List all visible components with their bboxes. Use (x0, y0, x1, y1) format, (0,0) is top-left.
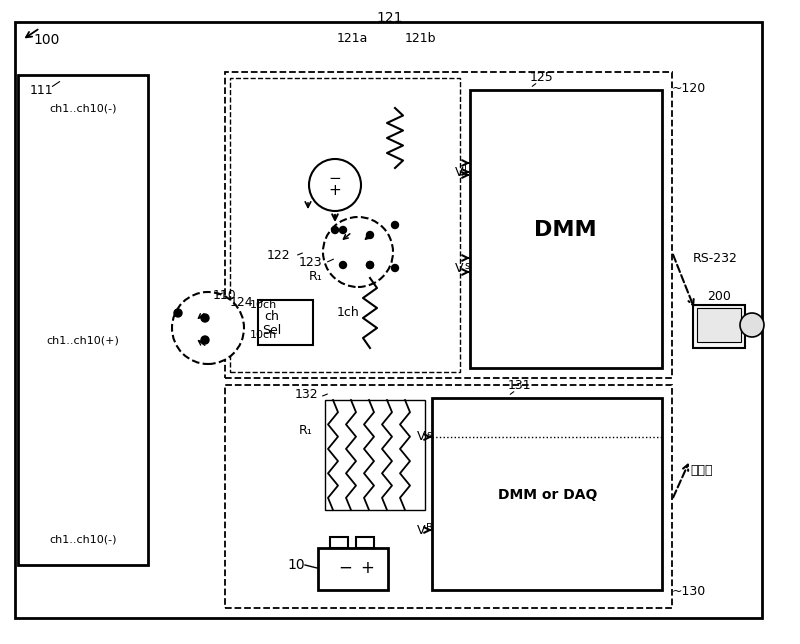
Text: V: V (417, 430, 425, 444)
Text: ch1..ch10(-): ch1..ch10(-) (50, 103, 117, 113)
Text: R₁: R₁ (299, 424, 313, 437)
Text: 10ch: 10ch (250, 300, 278, 310)
Text: +: + (329, 182, 342, 198)
Text: 121b: 121b (404, 32, 436, 44)
Text: DMM or DAQ: DMM or DAQ (498, 488, 598, 502)
Bar (470, 90, 662, 368)
Bar (330, 537, 348, 548)
Bar (230, 78, 460, 372)
Bar (18, 75, 148, 565)
Bar (258, 300, 313, 345)
Bar (693, 305, 745, 348)
Circle shape (339, 227, 346, 234)
Circle shape (201, 336, 209, 344)
Text: s: s (464, 261, 469, 271)
Circle shape (309, 159, 361, 211)
Text: s: s (426, 430, 431, 440)
Circle shape (366, 261, 374, 269)
Text: 124: 124 (230, 296, 253, 308)
Bar (356, 537, 374, 548)
Text: 10: 10 (287, 558, 305, 572)
Text: 132: 132 (294, 388, 318, 401)
Text: V: V (454, 166, 463, 178)
Text: 123: 123 (298, 256, 322, 269)
Text: V: V (454, 261, 463, 274)
Text: RS-232: RS-232 (693, 252, 738, 265)
Bar (697, 308, 741, 342)
Text: 121: 121 (377, 11, 403, 25)
Bar (432, 398, 662, 590)
Circle shape (391, 222, 398, 229)
Text: ~120: ~120 (672, 82, 706, 95)
Text: L: L (464, 165, 470, 175)
Text: 以太网: 以太网 (690, 464, 713, 477)
Bar (225, 72, 672, 378)
Text: 111: 111 (30, 84, 54, 97)
Text: 122: 122 (266, 249, 290, 261)
Text: ch: ch (265, 310, 279, 323)
Circle shape (339, 261, 346, 269)
Text: ch1..ch10(-): ch1..ch10(-) (50, 535, 117, 545)
Bar (318, 548, 388, 590)
Bar (225, 385, 672, 608)
Circle shape (172, 292, 244, 364)
Text: 10ch: 10ch (250, 330, 278, 340)
Circle shape (391, 265, 398, 272)
Text: −: − (329, 171, 342, 185)
Text: 100: 100 (33, 33, 59, 47)
Text: V: V (417, 524, 425, 536)
Text: ch1..ch10(+): ch1..ch10(+) (46, 335, 119, 345)
Text: DMM: DMM (534, 220, 596, 240)
Text: 200: 200 (707, 290, 731, 303)
Circle shape (366, 231, 374, 238)
Text: 131: 131 (508, 379, 532, 392)
Text: 110: 110 (213, 289, 237, 301)
Text: B: B (426, 523, 433, 533)
Circle shape (740, 313, 764, 337)
Text: +: + (360, 559, 374, 577)
Text: Sel: Sel (262, 323, 282, 337)
Text: −: − (338, 559, 352, 577)
Circle shape (201, 314, 209, 322)
Text: ~130: ~130 (672, 585, 706, 598)
Circle shape (331, 227, 338, 234)
Text: 1ch: 1ch (337, 305, 360, 319)
Circle shape (366, 261, 374, 269)
Text: R₁: R₁ (308, 269, 322, 283)
Text: 121a: 121a (336, 32, 368, 44)
Bar (325, 400, 425, 510)
Circle shape (174, 309, 182, 317)
Text: 125: 125 (530, 71, 554, 84)
